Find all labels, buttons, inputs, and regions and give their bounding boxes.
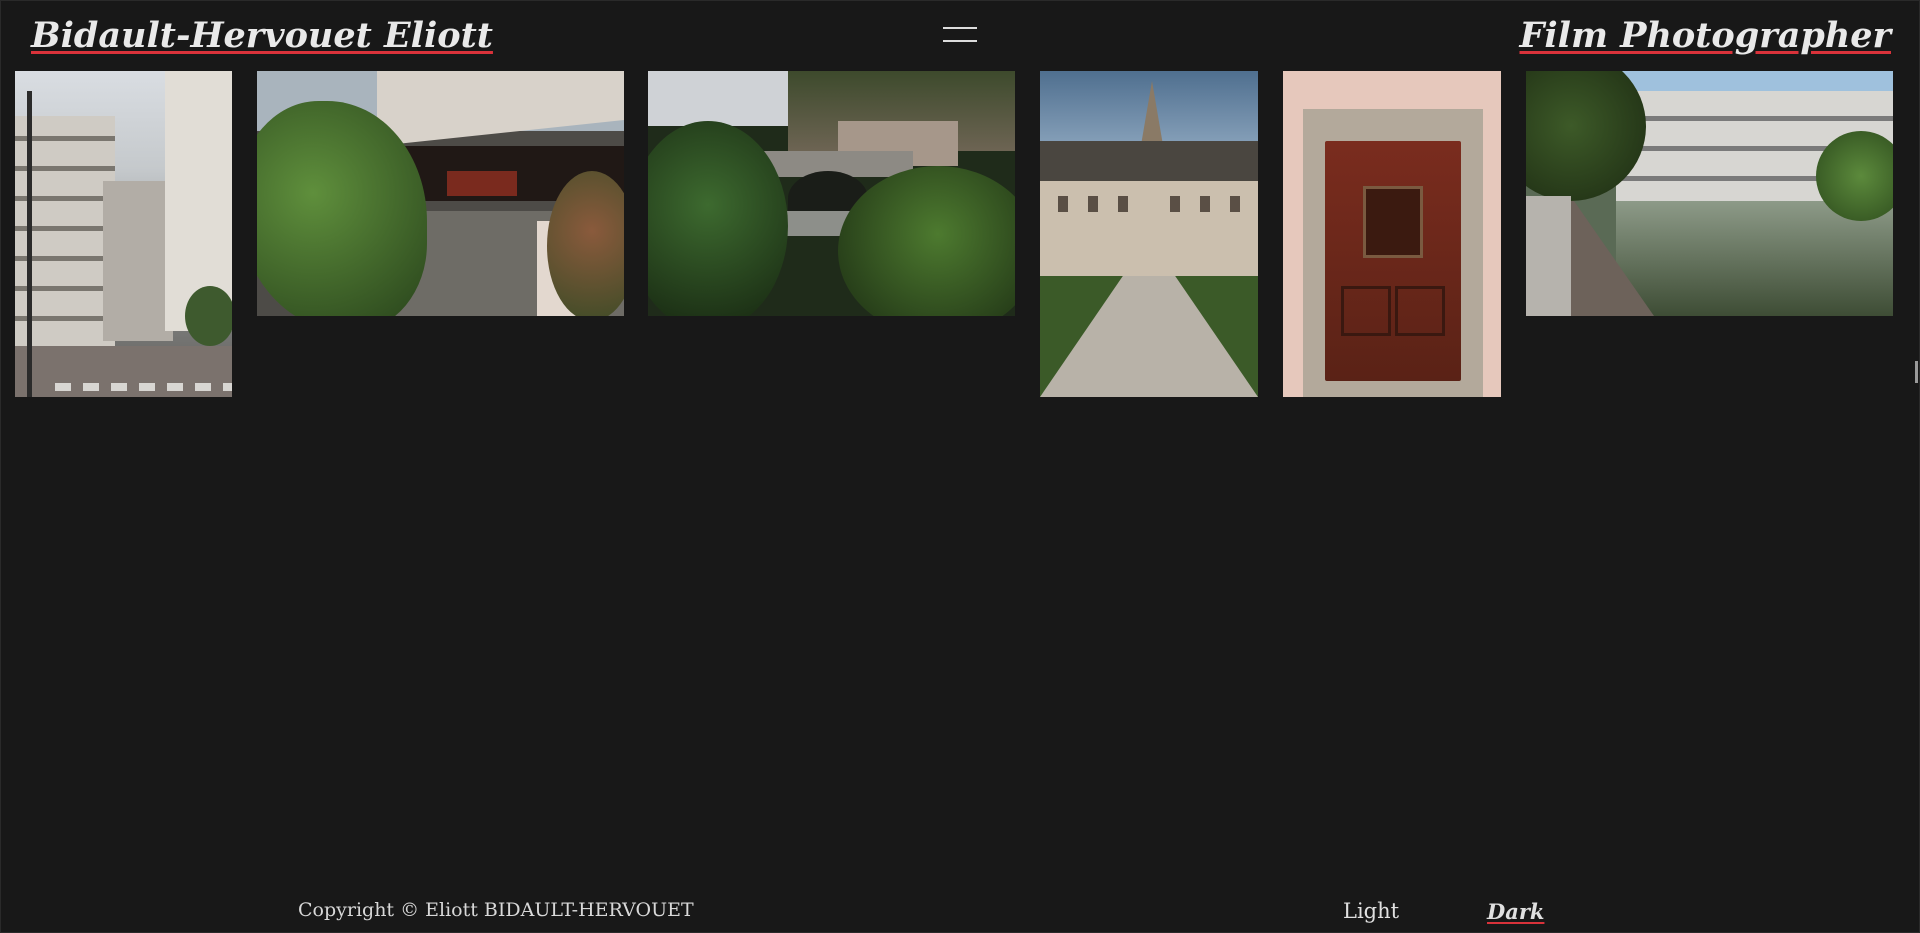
photo-overpass-deck bbox=[377, 71, 624, 146]
photo-window bbox=[1200, 196, 1210, 212]
photo-building-middle bbox=[103, 181, 173, 341]
photo-door-plaque bbox=[1363, 186, 1423, 258]
photo-lake bbox=[1616, 201, 1893, 316]
photo-window bbox=[1230, 196, 1240, 212]
tagline-link[interactable]: Film Photographer bbox=[1519, 15, 1892, 56]
gallery-photo-stone-bridge[interactable] bbox=[648, 71, 1015, 316]
photo-tree-right bbox=[1816, 131, 1893, 221]
photo-lamp-pole bbox=[27, 91, 32, 397]
photo-tree bbox=[185, 286, 232, 346]
photo-gallery bbox=[1, 71, 1920, 401]
menu-line-top bbox=[943, 27, 977, 29]
photo-door bbox=[1325, 141, 1461, 381]
gallery-photo-red-door[interactable] bbox=[1283, 71, 1501, 397]
photo-quay-wall bbox=[1526, 196, 1571, 316]
photo-building-right bbox=[165, 71, 232, 331]
theme-light-button[interactable]: Light bbox=[1343, 899, 1400, 923]
photo-roof bbox=[1040, 141, 1258, 181]
gallery-photo-lakeside-building[interactable] bbox=[1526, 71, 1893, 316]
photo-window bbox=[1088, 196, 1098, 212]
photo-door-panel bbox=[1341, 286, 1391, 336]
photo-window bbox=[1058, 196, 1068, 212]
site-footer: Copyright © Eliott BIDAULT-HERVOUET Ligh… bbox=[1, 891, 1920, 931]
photo-foliage-right bbox=[547, 171, 624, 316]
photo-facade bbox=[1040, 181, 1258, 276]
photo-window bbox=[1118, 196, 1128, 212]
theme-dark-button[interactable]: Dark bbox=[1487, 899, 1545, 924]
photo-window bbox=[1170, 196, 1180, 212]
photo-bush-right bbox=[838, 166, 1015, 316]
photo-spire bbox=[1140, 81, 1164, 151]
scroll-edge-indicator[interactable] bbox=[1913, 71, 1920, 401]
photo-foliage-left bbox=[257, 101, 427, 316]
gallery-photo-chateau-garden[interactable] bbox=[1040, 71, 1258, 397]
photo-red-sign bbox=[447, 171, 517, 196]
photo-bush-left bbox=[648, 121, 788, 316]
site-header: Bidault-Hervouet Eliott Film Photographe… bbox=[1, 1, 1920, 71]
brand-name-link[interactable]: Bidault-Hervouet Eliott bbox=[31, 15, 493, 56]
photo-crosswalk bbox=[55, 383, 232, 391]
hamburger-menu-icon[interactable] bbox=[943, 24, 977, 46]
photo-door-panel bbox=[1395, 286, 1445, 336]
gallery-photo-overpass[interactable] bbox=[257, 71, 624, 316]
gallery-photo-apartment-buildings[interactable] bbox=[15, 71, 232, 397]
copyright-text: Copyright © Eliott BIDAULT-HERVOUET bbox=[298, 899, 694, 921]
menu-line-bottom bbox=[943, 40, 977, 42]
